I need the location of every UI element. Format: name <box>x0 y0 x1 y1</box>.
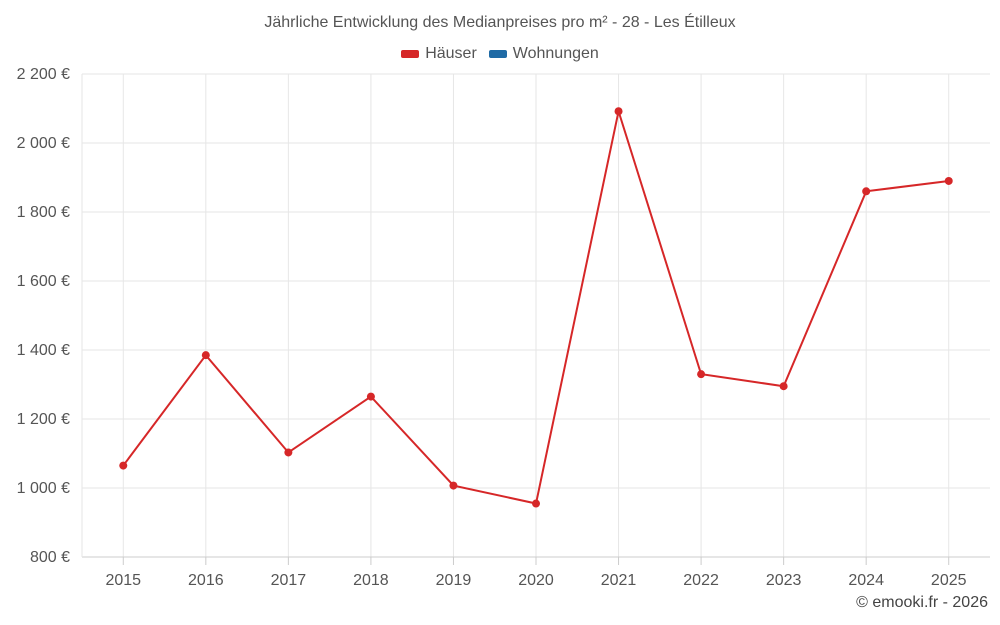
data-point <box>449 481 458 490</box>
x-tick-label: 2016 <box>188 572 224 589</box>
x-tick-label: 2019 <box>436 572 472 589</box>
x-tick-label: 2018 <box>353 572 389 589</box>
y-tick-label: 800 € <box>30 549 70 566</box>
x-tick-label: 2023 <box>766 572 802 589</box>
data-point <box>779 382 788 391</box>
y-tick-label: 1 600 € <box>17 273 70 290</box>
x-tick-label: 2015 <box>105 572 141 589</box>
x-tick-label: 2025 <box>931 572 967 589</box>
credit-text: © emooki.fr - 2026 <box>856 594 988 611</box>
x-tick-label: 2017 <box>271 572 307 589</box>
y-tick-label: 2 000 € <box>17 135 70 152</box>
data-point <box>614 107 623 116</box>
x-tick-label: 2024 <box>848 572 884 589</box>
data-point <box>284 448 293 457</box>
data-point <box>944 176 953 185</box>
chart-legend: Häuser Wohnungen <box>0 45 1000 63</box>
data-point <box>201 351 210 360</box>
chart-title: Jährliche Entwicklung des Medianpreises … <box>264 14 736 31</box>
x-tick-label: 2022 <box>683 572 719 589</box>
y-tick-label: 1 000 € <box>17 480 70 497</box>
x-tick-label: 2020 <box>518 572 554 589</box>
legend-label-houses: Häuser <box>425 45 477 62</box>
data-point <box>532 499 540 508</box>
y-tick-label: 1 800 € <box>17 204 70 221</box>
data-point <box>366 392 375 401</box>
data-point <box>697 370 706 379</box>
y-tick-label: 2 200 € <box>17 66 70 83</box>
y-tick-label: 1 400 € <box>17 342 70 359</box>
legend-label-apartments: Wohnungen <box>512 45 599 62</box>
x-tick-label: 2021 <box>601 572 637 589</box>
legend-swatch-houses <box>401 50 420 58</box>
data-point <box>119 461 128 470</box>
y-tick-label: 1 200 € <box>17 411 70 428</box>
legend-item-houses[interactable]: Häuser <box>401 45 477 63</box>
legend-swatch-apartments <box>488 50 507 58</box>
data-point <box>862 187 871 196</box>
legend-item-apartments[interactable]: Wohnungen <box>488 45 599 63</box>
